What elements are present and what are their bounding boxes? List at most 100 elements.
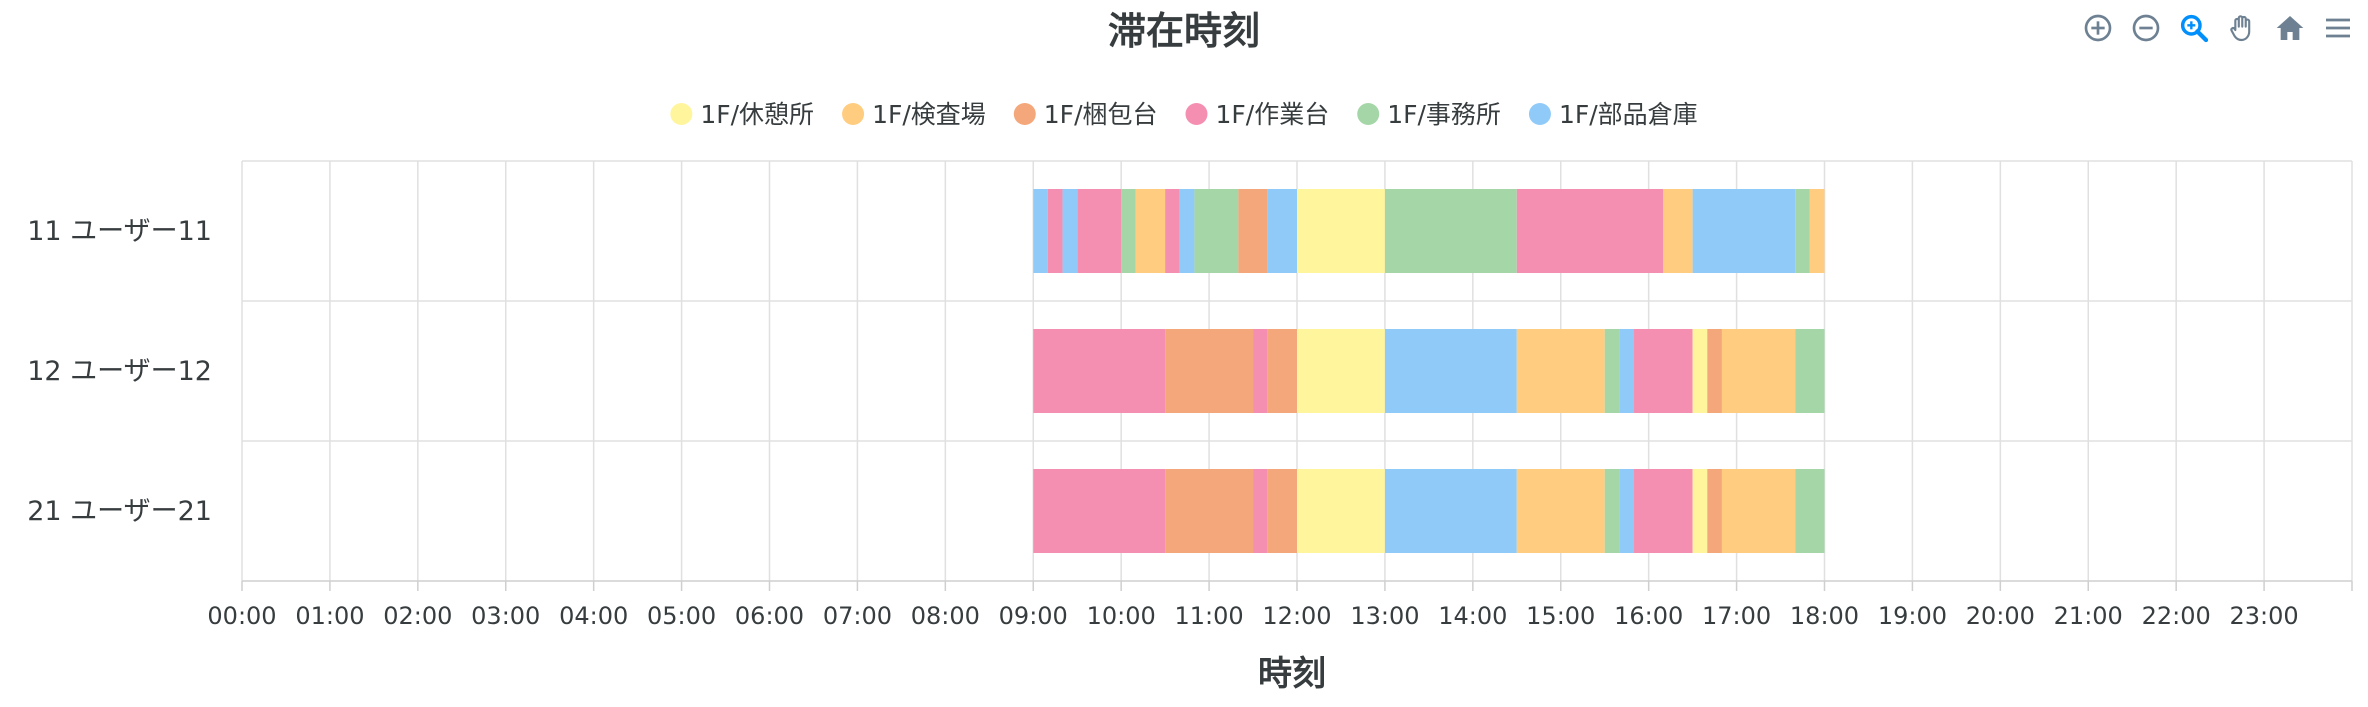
bar-segment[interactable]	[1692, 189, 1796, 273]
x-tick-label: 18:00	[1790, 602, 1859, 630]
pan-icon	[2230, 15, 2251, 42]
bar-segment[interactable]	[1634, 469, 1693, 553]
selection-zoom-button[interactable]	[2174, 8, 2214, 48]
pan-button[interactable]	[2222, 8, 2262, 48]
x-tick-label: 00:00	[207, 602, 276, 630]
bar-segment[interactable]	[1253, 329, 1268, 413]
bar-segment[interactable]	[1619, 469, 1635, 553]
legend-marker	[1528, 103, 1551, 125]
bar-segment[interactable]	[1795, 469, 1825, 553]
x-tick-label: 06:00	[735, 602, 804, 630]
x-tick-label: 09:00	[999, 602, 1068, 630]
legend-label: 1F/休憩所	[700, 100, 814, 129]
y-axis-labels: 11 ユーザー11 12 ユーザー12 21 ユーザー21	[27, 216, 212, 527]
chart-title: 滞在時刻	[1108, 9, 1260, 53]
bar-segment[interactable]	[1297, 189, 1385, 273]
bar-segment[interactable]	[1267, 189, 1297, 273]
legend-marker	[1185, 103, 1208, 125]
bar-segment[interactable]	[1604, 469, 1620, 553]
bar-segment[interactable]	[1516, 329, 1605, 413]
reset-zoom-button[interactable]	[2270, 8, 2310, 48]
bar-segment[interactable]	[1721, 469, 1796, 553]
x-tick-label: 10:00	[1087, 602, 1156, 630]
x-tick-label: 15:00	[1526, 602, 1595, 630]
bar-segment[interactable]	[1516, 189, 1664, 273]
x-tick-label: 02:00	[383, 602, 452, 630]
legend-label: 1F/梱包台	[1044, 100, 1158, 129]
menu-button[interactable]	[2318, 8, 2358, 48]
legend-item[interactable]: 1F/事務所	[1357, 100, 1501, 129]
x-tick-label: 11:00	[1174, 602, 1243, 630]
legend-label: 1F/事務所	[1387, 100, 1501, 129]
bar-segment[interactable]	[1707, 469, 1722, 553]
legend-item[interactable]: 1F/検査場	[842, 100, 986, 129]
bar-segment[interactable]	[1238, 189, 1268, 273]
bars	[1033, 189, 1825, 553]
legend-marker	[670, 103, 693, 125]
legend-item[interactable]: 1F/梱包台	[1013, 100, 1158, 129]
zoom-in-button[interactable]	[2078, 8, 2118, 48]
bar-segment[interactable]	[1165, 329, 1254, 413]
bar-segment[interactable]	[1267, 329, 1297, 413]
y-tick-label: 21 ユーザー21	[27, 496, 212, 527]
bar-segment[interactable]	[1619, 329, 1635, 413]
bar-segment[interactable]	[1267, 469, 1297, 553]
zoom-out-button[interactable]	[2126, 8, 2166, 48]
bar-segment[interactable]	[1033, 329, 1166, 413]
bar-segment[interactable]	[1165, 189, 1180, 273]
bar-segment[interactable]	[1121, 189, 1136, 273]
bar-segment[interactable]	[1253, 469, 1268, 553]
legend-item[interactable]: 1F/休憩所	[670, 100, 814, 129]
bar-segment[interactable]	[1033, 189, 1048, 273]
bar-segment[interactable]	[1795, 329, 1825, 413]
bar-segment[interactable]	[1721, 329, 1796, 413]
legend-item[interactable]: 1F/部品倉庫	[1528, 100, 1698, 129]
legend-label: 1F/作業台	[1216, 100, 1330, 129]
bar-segment[interactable]	[1604, 329, 1620, 413]
legend-label: 1F/検査場	[872, 100, 986, 129]
x-tick-label: 08:00	[911, 602, 980, 630]
bar-segment[interactable]	[1135, 189, 1166, 273]
x-tick-label: 22:00	[2142, 602, 2211, 630]
y-tick-label: 12 ユーザー12	[27, 356, 212, 387]
bar-segment[interactable]	[1707, 329, 1722, 413]
legend-marker	[842, 103, 865, 125]
bar-segment[interactable]	[1179, 189, 1195, 273]
bar-segment[interactable]	[1795, 189, 1810, 273]
bar-segment[interactable]	[1062, 189, 1078, 273]
x-tick-label: 23:00	[2229, 602, 2298, 630]
bar-segment[interactable]	[1634, 329, 1693, 413]
chart-toolbar	[2078, 8, 2358, 48]
bar-segment[interactable]	[1663, 189, 1693, 273]
bar-segment[interactable]	[1384, 469, 1517, 553]
menu-icon	[2326, 18, 2350, 38]
x-axis-ticks: 00:00 01:00 02:00 03:00 04:00 05:00 06:00 07:00…	[207, 602, 2298, 630]
bar-segment[interactable]	[1516, 469, 1605, 553]
x-tick-label: 13:00	[1350, 602, 1419, 630]
bar-segment[interactable]	[1297, 329, 1385, 413]
legend-label: 1F/部品倉庫	[1559, 100, 1698, 129]
home-icon	[2276, 16, 2304, 40]
bar-segment[interactable]	[1297, 469, 1385, 553]
bar-segment[interactable]	[1692, 469, 1708, 553]
bar-segment[interactable]	[1077, 189, 1122, 273]
x-tick-label: 17:00	[1702, 602, 1771, 630]
bar-segment[interactable]	[1809, 189, 1825, 273]
bar-segment[interactable]	[1165, 469, 1254, 553]
bar-segment[interactable]	[1692, 329, 1708, 413]
y-tick-label: 11 ユーザー11	[27, 216, 212, 247]
bar-segment[interactable]	[1033, 469, 1166, 553]
x-tick-label: 14:00	[1438, 602, 1507, 630]
bar-segment[interactable]	[1047, 189, 1063, 273]
x-tick-label: 07:00	[823, 602, 892, 630]
selection-zoom-icon	[2180, 14, 2209, 43]
x-tick-label: 04:00	[559, 602, 628, 630]
legend-marker	[1013, 103, 1036, 125]
legend-item[interactable]: 1F/作業台	[1185, 100, 1330, 129]
zoom-out-icon	[2132, 14, 2160, 42]
bar-segment[interactable]	[1384, 329, 1517, 413]
legend: 1F/休憩所 1F/検査場 1F/梱包台 1F/作業台 1F/事務所 1F/部品倉庫	[670, 100, 1698, 129]
bar-segment[interactable]	[1384, 189, 1517, 273]
bar-segment[interactable]	[1194, 189, 1239, 273]
